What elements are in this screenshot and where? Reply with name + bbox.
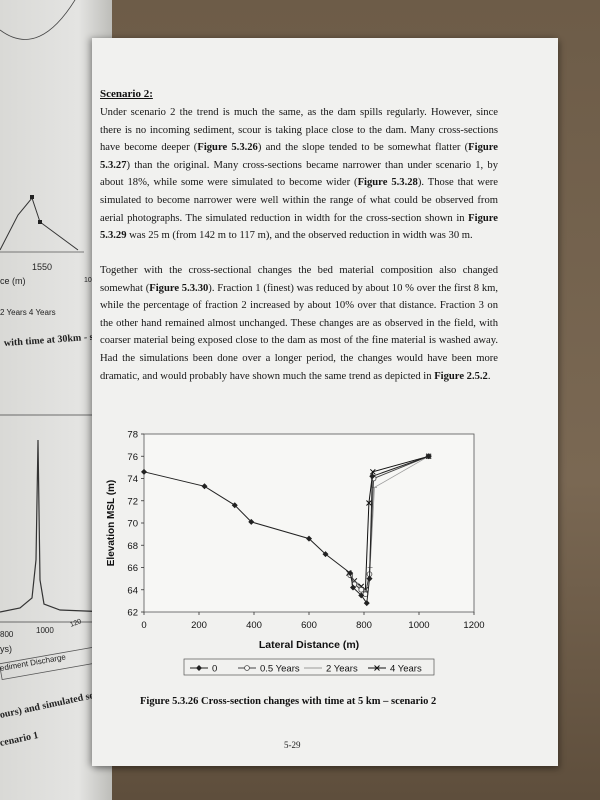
series-0 bbox=[141, 453, 432, 607]
data-point bbox=[248, 518, 255, 525]
data-point bbox=[231, 502, 238, 509]
data-point bbox=[306, 535, 312, 542]
plot-area bbox=[143, 433, 475, 613]
data-point bbox=[366, 575, 373, 582]
paragraph-1: Under scenario 2 the trend is much the s… bbox=[100, 107, 498, 242]
facing-xtick-1000: 1000 bbox=[36, 626, 54, 635]
legend-label: 0.5 Years bbox=[260, 664, 300, 675]
y-tick-label: 66 bbox=[127, 563, 138, 574]
data-point bbox=[362, 591, 369, 598]
legend-label: 0 bbox=[212, 664, 217, 675]
data-point bbox=[363, 600, 370, 607]
x-tick-label: 800 bbox=[356, 620, 372, 631]
chart-legend: 0 0.5 Years 2 Years 4 Years bbox=[183, 658, 435, 676]
y-tick-label: 68 bbox=[127, 541, 138, 552]
data-point bbox=[347, 570, 354, 577]
data-point bbox=[374, 665, 380, 671]
x-tick-label: 1200 bbox=[463, 620, 484, 631]
data-point bbox=[369, 473, 376, 480]
facing-legend: 2 Years 4 Years bbox=[0, 308, 56, 317]
x-axis-label: Lateral Distance (m) bbox=[259, 639, 359, 651]
legend-label: 4 Years bbox=[390, 664, 422, 675]
legend-item: 2 Years bbox=[304, 664, 358, 675]
data-point bbox=[366, 500, 372, 506]
data-point bbox=[369, 468, 376, 475]
data-point bbox=[358, 592, 365, 599]
legend-item: 0 bbox=[190, 664, 217, 675]
chart-axes: 62 64 66 68 70 72 74 76 78 0 200 400 600 800 1000 1200 bbox=[127, 430, 484, 632]
data-point bbox=[358, 586, 365, 593]
legend-label: 2 Years bbox=[326, 664, 358, 675]
y-tick-label: 70 bbox=[127, 519, 138, 530]
x-tick-label: 400 bbox=[246, 620, 262, 631]
section-heading: Scenario 2: bbox=[100, 88, 153, 100]
y-tick-label: 78 bbox=[127, 430, 138, 441]
data-point bbox=[322, 551, 329, 558]
facing-axis-label: ce (m) bbox=[0, 276, 26, 286]
figure-reference: Figure 5.3.29 bbox=[100, 212, 498, 242]
figure-reference: Figure 2.5.2 bbox=[434, 370, 488, 382]
data-point bbox=[141, 468, 147, 475]
series-0-5-years bbox=[347, 453, 432, 598]
figure-caption: Figure 5.3.26 Cross-section changes with… bbox=[140, 696, 437, 707]
facing-tick-1550: 1550 bbox=[32, 262, 53, 272]
facing-xtick-800: 800 bbox=[0, 630, 14, 639]
y-tick-label: 76 bbox=[127, 452, 138, 463]
figure-reference: Figure 5.3.26 bbox=[197, 142, 258, 154]
page-number: 5-29 bbox=[284, 740, 301, 750]
figure-reference: Figure 5.3.30 bbox=[149, 282, 209, 294]
legend-frame bbox=[183, 658, 435, 676]
data-point bbox=[425, 453, 432, 460]
legend-item: 4 Years bbox=[368, 664, 422, 675]
y-tick-label: 72 bbox=[127, 496, 138, 507]
legend-item: 0.5 Years bbox=[238, 664, 300, 675]
facing-page-chart-fragments bbox=[0, 0, 112, 681]
plot-frame bbox=[143, 433, 475, 613]
figure-reference: Figure 5.3.27 bbox=[100, 142, 498, 171]
chart-series bbox=[141, 453, 432, 607]
data-point bbox=[350, 584, 356, 591]
facing-axis-label-2: 10 bbox=[84, 277, 92, 284]
data-point bbox=[244, 665, 250, 671]
y-tick-label: 74 bbox=[127, 474, 138, 485]
y-tick-label: 64 bbox=[127, 585, 138, 596]
y-tick-label: 62 bbox=[127, 608, 138, 619]
x-tick-label: 0 bbox=[141, 620, 146, 631]
document-page: Scenario 2: Under scenario 2 the trend i… bbox=[92, 38, 558, 766]
x-tick-label: 600 bbox=[301, 620, 317, 631]
data-point bbox=[201, 483, 208, 490]
y-axis-label: Elevation MSL (m) bbox=[106, 480, 117, 567]
paragraph-2: Together with the cross-sectional change… bbox=[100, 265, 498, 382]
x-tick-label: 200 bbox=[191, 620, 207, 631]
x-tick-label: 1000 bbox=[408, 620, 429, 631]
figure-reference: Figure 5.3.28 bbox=[357, 177, 418, 189]
data-point bbox=[196, 665, 202, 671]
facing-xlabel: ys) bbox=[0, 644, 12, 654]
